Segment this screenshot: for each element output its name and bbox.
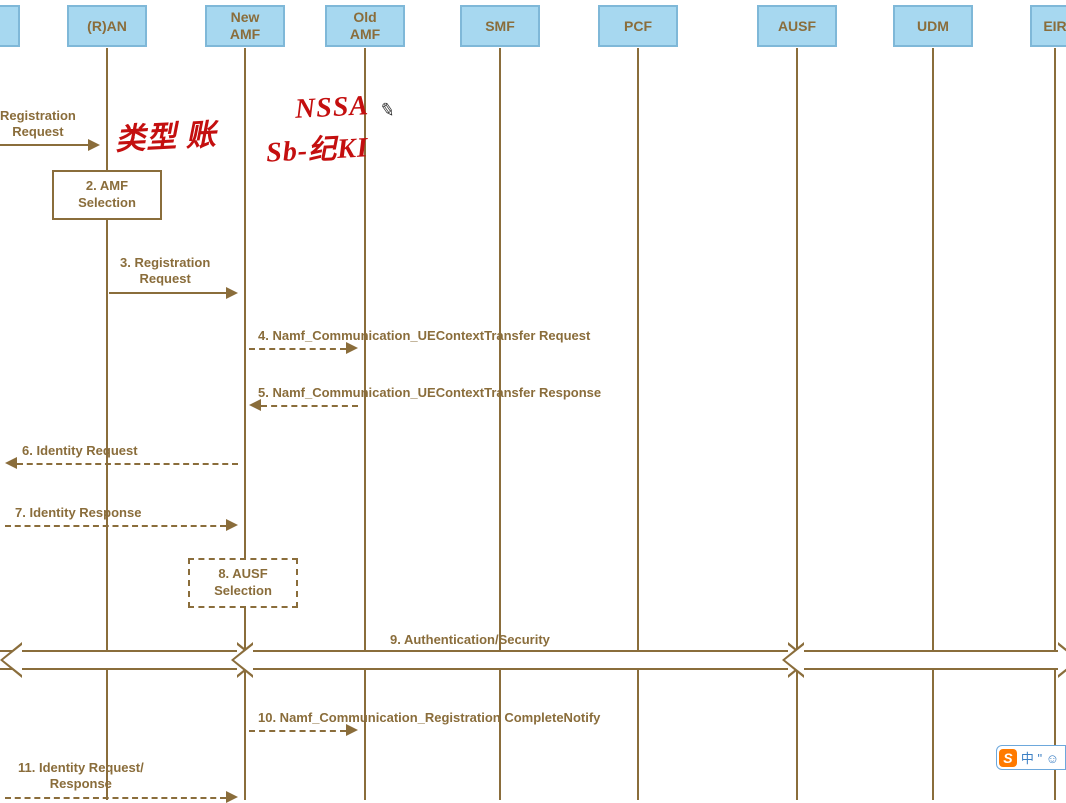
message-line-10: [249, 730, 346, 732]
message-label-6: 6. Identity Request: [22, 443, 138, 458]
message-label-10: 10. Namf_Communication_Registration Comp…: [258, 710, 600, 725]
participant-udm: UDM: [893, 5, 973, 47]
lifeline-pcf: [637, 48, 639, 800]
message-line-1: [0, 144, 88, 146]
message-arrow-1: [88, 139, 100, 151]
big-arrow-lhead-inner-2: [785, 645, 804, 675]
ime-s-icon: S: [999, 749, 1017, 767]
big-arrow-seg-0: [0, 650, 239, 670]
participant-pcf: PCF: [598, 5, 678, 47]
big-arrow-label: 9. Authentication/Security: [390, 632, 550, 647]
message-arrow-10: [346, 724, 358, 736]
participant-oamf: Old AMF: [325, 5, 405, 47]
lifeline-smf: [499, 48, 501, 800]
message-label-1: Registration Request: [0, 108, 76, 139]
message-line-3: [109, 292, 226, 294]
message-label-5: 5. Namf_Communication_UEContextTransfer …: [258, 385, 601, 400]
message-line-4: [249, 348, 346, 350]
participant-smf: SMF: [460, 5, 540, 47]
participant-eir: EIR: [1030, 5, 1066, 47]
lifeline-namf: [244, 48, 246, 800]
participant-p0: [0, 5, 20, 47]
big-arrow-rhead-inner-2: [1058, 645, 1066, 675]
process-box-2: 2. AMF Selection: [52, 170, 162, 220]
message-arrow-5: [249, 399, 261, 411]
message-arrow-7: [226, 519, 238, 531]
lifeline-ausf: [796, 48, 798, 800]
participant-ran: (R)AN: [67, 5, 147, 47]
message-arrow-3: [226, 287, 238, 299]
handwritten-annotation-2: Sb-纪KI: [265, 125, 369, 170]
big-arrow-seg-2: [802, 650, 1060, 670]
lifeline-ran: [106, 48, 108, 800]
message-line-7: [5, 525, 226, 527]
message-label-7: 7. Identity Response: [15, 505, 141, 520]
message-arrow-11: [226, 791, 238, 803]
handwritten-annotation-0: 类型 账: [114, 109, 218, 158]
ime-badge[interactable]: S中 " ☺: [996, 745, 1066, 770]
handwritten-annotation-1: NSSA: [294, 90, 370, 126]
message-line-6: [17, 463, 238, 465]
big-arrow-lhead-inner-1: [234, 645, 253, 675]
message-label-11: 11. Identity Request/ Response: [18, 760, 144, 791]
message-line-11: [5, 797, 226, 799]
participant-ausf: AUSF: [757, 5, 837, 47]
message-label-4: 4. Namf_Communication_UEContextTransfer …: [258, 328, 590, 343]
message-arrow-6: [5, 457, 17, 469]
participant-namf: New AMF: [205, 5, 285, 47]
message-label-3: 3. Registration Request: [120, 255, 210, 286]
big-arrow-seg-1: [251, 650, 790, 670]
message-arrow-4: [346, 342, 358, 354]
ime-text: 中 " ☺: [1021, 748, 1059, 767]
big-arrow-lhead-inner: [3, 645, 22, 675]
process-box-8: 8. AUSF Selection: [188, 558, 298, 608]
lifeline-eir: [1054, 48, 1056, 800]
lifeline-udm: [932, 48, 934, 800]
pen-icon: ✎: [378, 99, 397, 122]
message-line-5: [261, 405, 358, 407]
